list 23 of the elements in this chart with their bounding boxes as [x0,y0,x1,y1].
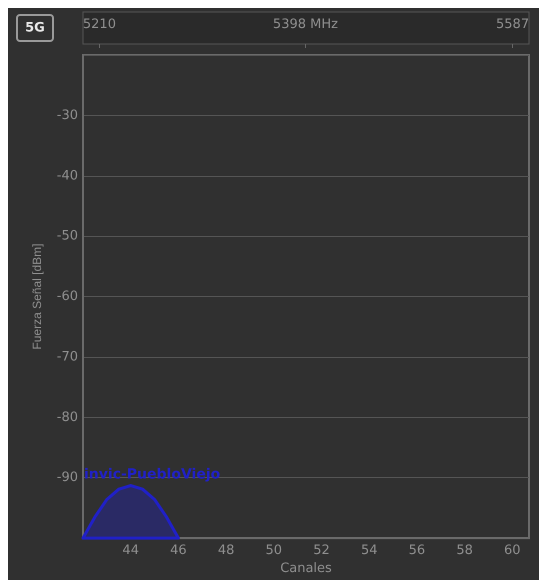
x2-tick-label: 5210 [82,17,116,32]
x-tick-label: 58 [456,543,473,558]
y-tick-label: -50 [56,228,78,244]
y-tick-label: -30 [56,108,78,123]
y-tick-label: -80 [56,410,78,425]
x-tick-label: 56 [408,543,426,558]
x2-tick-label: 5398 MHz [272,17,338,32]
y-tick-label: -90 [56,470,78,486]
x2-tick-label: 5587 [496,17,530,32]
x-axis-title: Canales [280,561,332,576]
x-tick-label: 48 [218,543,234,558]
x-tick-label: 50 [266,543,282,558]
y-tick-label: -60 [56,289,78,304]
text: 5G [25,20,45,36]
x-tick-label: 60 [504,543,521,558]
x-tick-label: 52 [313,543,330,558]
x-tick-label: 44 [122,543,139,558]
y-tick-label: -70 [56,349,78,364]
y-axis-title: Fuerza Señal [dBm] [30,244,44,350]
x-tick-label: 54 [360,543,378,558]
series-label: invic-PuebloViejo [84,466,221,483]
x-tick-label: 46 [170,543,187,558]
y-tick-label: -40 [56,168,78,184]
